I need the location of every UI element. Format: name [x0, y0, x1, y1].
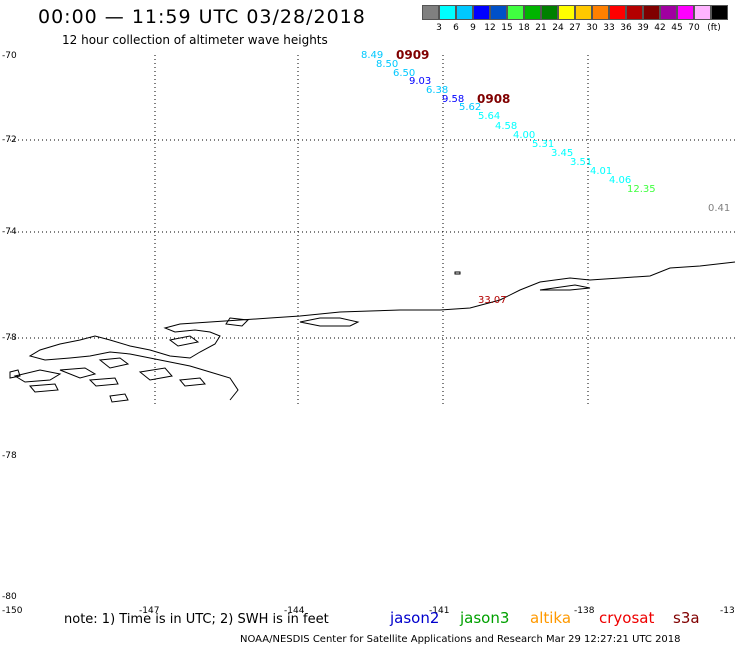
legend-label: 36	[620, 23, 632, 33]
lat-label: -80	[2, 592, 17, 602]
track-label: 0908	[477, 92, 511, 106]
legend-swatch	[660, 5, 677, 20]
legend-swatch	[575, 5, 592, 20]
color-legend: 3 6 9 12 15 18 21 24 27 30 33 36 39 42 4…	[422, 5, 728, 35]
wave-height-label: 4.01	[590, 166, 613, 177]
wave-height-label: 8.49	[361, 50, 384, 61]
legend-label: 70	[688, 23, 700, 33]
legend-label: 15	[501, 23, 513, 33]
graticule	[10, 55, 735, 405]
wave-height-label: 8.50	[376, 59, 399, 70]
wave-height-label: 4.00	[513, 130, 536, 141]
legend-label: 24	[552, 23, 564, 33]
lon-label: -144	[284, 606, 305, 616]
legend-swatch	[422, 5, 439, 20]
map-subtitle: 12 hour collection of altimeter wave hei…	[62, 33, 328, 47]
legend-swatch	[609, 5, 626, 20]
legend-label: 18	[518, 23, 530, 33]
wave-height-label: 6.50	[393, 68, 416, 79]
mission-label: jason3	[460, 609, 510, 627]
wave-height-label: 4.58	[495, 121, 518, 132]
coastline	[9, 261, 736, 403]
lat-label: -78	[2, 333, 17, 343]
wave-height-label: 9.03	[409, 76, 432, 87]
legend-swatch	[643, 5, 660, 20]
legend-swatch	[677, 5, 694, 20]
lon-label: -13	[720, 606, 735, 616]
legend-swatch	[473, 5, 490, 20]
legend-swatch	[711, 5, 728, 20]
lon-label: -147	[139, 606, 160, 616]
wave-height-label: 9.58	[442, 94, 465, 105]
legend-swatch	[456, 5, 473, 20]
wave-height-label: 5.64	[478, 111, 501, 122]
wave-height-label: 4.06	[609, 175, 632, 186]
lat-label: -74	[2, 227, 17, 237]
legend-swatch	[490, 5, 507, 20]
map-title: 00:00 — 11:59 UTC 03/28/2018	[38, 6, 366, 28]
lat-label: -78	[2, 451, 17, 461]
legend-label: 39	[637, 23, 649, 33]
wave-height-label: 3.51	[570, 157, 593, 168]
wave-height-label: 3.45	[551, 148, 574, 159]
note-text: note: 1) Time is in UTC; 2) SWH is in fe…	[64, 612, 329, 627]
lon-label: -141	[429, 606, 450, 616]
legend-label: 33	[603, 23, 615, 33]
legend-label: 30	[586, 23, 598, 33]
mission-label: cryosat	[599, 609, 655, 627]
legend-label: 9	[470, 23, 476, 33]
legend-label: 27	[569, 23, 581, 33]
wave-height-label: 6.38	[426, 85, 449, 96]
lon-label: -150	[2, 606, 23, 616]
legend-swatch	[558, 5, 575, 20]
legend-label: 45	[671, 23, 683, 33]
legend-label: 42	[654, 23, 666, 33]
legend-swatch	[507, 5, 524, 20]
legend-label: 12	[484, 23, 496, 33]
legend-label: (ft)	[707, 23, 721, 33]
wave-height-label: 12.35	[627, 184, 656, 195]
lat-label: -72	[2, 135, 17, 145]
wave-height-label: 33.07	[478, 295, 507, 306]
legend-swatch	[592, 5, 609, 20]
credit-line: NOAA/NESDIS Center for Satellite Applica…	[240, 634, 681, 645]
legend-swatch	[694, 5, 711, 20]
wave-height-label: 5.62	[459, 102, 482, 113]
lat-label: -70	[2, 51, 17, 61]
legend-swatch	[439, 5, 456, 20]
wave-height-label: 0.41	[708, 203, 731, 214]
legend-label: 21	[535, 23, 547, 33]
mission-label: altika	[530, 609, 572, 627]
legend-swatch	[541, 5, 558, 20]
mission-label: jason2	[390, 609, 440, 627]
legend-swatch	[626, 5, 643, 20]
mission-label: s3a	[673, 609, 700, 627]
track-label: 0909	[396, 48, 430, 62]
wave-height-label: 5.31	[532, 139, 555, 150]
legend-swatch	[524, 5, 541, 20]
legend-label: 6	[453, 23, 459, 33]
lon-label: -138	[574, 606, 595, 616]
legend-label: 3	[436, 23, 442, 33]
